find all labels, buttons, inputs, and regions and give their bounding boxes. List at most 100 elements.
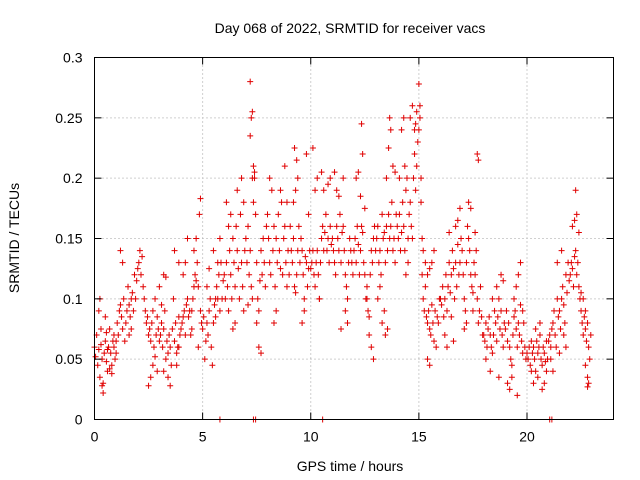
data-point: [273, 235, 280, 242]
data-point: [585, 380, 592, 387]
data-point: [456, 205, 463, 212]
data-point: [339, 229, 346, 236]
data-point: [178, 326, 184, 332]
data-point: [488, 344, 495, 351]
data-point: [403, 175, 410, 182]
data-point: [555, 313, 562, 320]
data-point: [398, 229, 405, 236]
data-point: [469, 289, 476, 296]
data-point: [327, 223, 334, 230]
data-point: [312, 187, 319, 194]
data-point: [294, 175, 301, 182]
data-point: [381, 229, 388, 236]
data-point: [254, 295, 261, 302]
data-point: [378, 271, 385, 278]
data-point: [326, 259, 333, 266]
data-point: [516, 332, 523, 339]
data-point: [312, 283, 319, 290]
data-point: [158, 319, 165, 326]
data-point: [460, 271, 467, 278]
data-point: [392, 169, 399, 176]
data-point: [419, 235, 426, 242]
data-point: [293, 271, 300, 278]
data-point: [569, 265, 576, 272]
data-point: [101, 350, 108, 357]
data-point: [422, 259, 429, 266]
data-point: [388, 199, 395, 206]
data-point: [503, 307, 510, 314]
data-point: [472, 229, 479, 236]
data-point: [221, 271, 228, 278]
data-point: [248, 114, 255, 121]
data-point: [547, 356, 554, 363]
data-point: [382, 259, 389, 266]
data-point: [575, 229, 582, 236]
data-point: [361, 271, 368, 278]
data-point: [235, 265, 242, 272]
data-point: [329, 235, 336, 242]
data-point: [210, 247, 217, 254]
data-point: [167, 382, 174, 389]
data-point: [428, 259, 435, 266]
data-point: [270, 223, 277, 230]
data-point: [165, 374, 172, 381]
y-tick-label: 0.3: [63, 50, 83, 66]
data-point: [340, 175, 347, 182]
data-point: [454, 217, 461, 224]
data-point: [475, 319, 482, 326]
data-point: [477, 283, 484, 290]
data-point: [357, 247, 364, 254]
data-point: [441, 332, 448, 339]
y-tick-label: 0.25: [55, 110, 82, 126]
data-point: [580, 295, 587, 302]
data-point: [114, 319, 121, 326]
axis-ticks: 0 5 10 15 20 0 0.05 0.1 0.15 0.2 0.25 0.3: [55, 50, 614, 445]
data-point: [188, 326, 195, 332]
data-point: [560, 301, 567, 308]
data-point: [94, 362, 101, 369]
data-point: [198, 319, 205, 326]
data-point: [359, 151, 366, 158]
data-point: [332, 271, 339, 278]
data-point: [112, 356, 119, 363]
data-point: [234, 187, 241, 194]
data-point: [453, 283, 460, 290]
data-point: [170, 295, 177, 302]
data-point: [450, 265, 457, 272]
data-point: [334, 235, 341, 242]
data-points: [91, 78, 594, 423]
data-point: [528, 338, 535, 345]
data-point: [182, 332, 189, 339]
data-point: [227, 271, 234, 278]
data-point: [104, 346, 111, 353]
data-point: [490, 332, 497, 339]
data-point: [106, 365, 113, 372]
data-point: [438, 301, 445, 308]
data-point: [167, 344, 174, 351]
data-point: [402, 187, 409, 194]
data-point: [352, 235, 359, 242]
data-point: [351, 247, 357, 254]
data-point: [107, 350, 114, 357]
data-point: [288, 247, 295, 254]
data-point: [538, 356, 545, 363]
data-point: [173, 362, 180, 369]
data-point: [509, 332, 516, 339]
data-point: [426, 326, 433, 332]
data-point: [147, 374, 154, 381]
data-point: [215, 271, 222, 278]
data-point: [252, 211, 259, 218]
data-point: [506, 386, 513, 393]
y-tick-label: 0.1: [63, 291, 83, 307]
data-point: [175, 259, 182, 266]
data-point: [264, 211, 271, 218]
data-point: [158, 301, 165, 308]
data-point: [283, 199, 290, 206]
data-point: [461, 326, 468, 332]
data-point: [156, 338, 163, 345]
data-point: [171, 338, 178, 345]
data-point: [346, 235, 353, 242]
data-point: [96, 374, 103, 381]
data-point: [299, 319, 306, 326]
data-point: [108, 362, 115, 369]
